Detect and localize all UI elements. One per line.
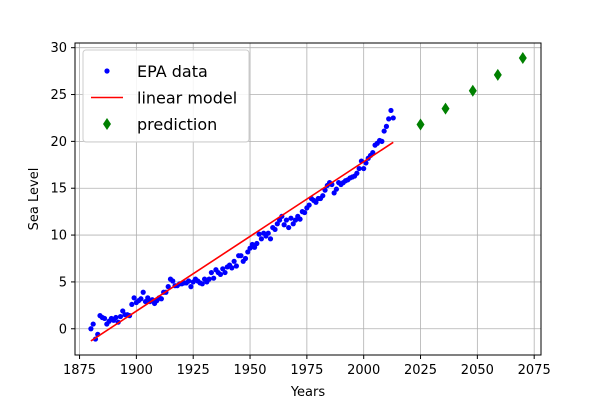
- x-tick-label: 1900: [120, 363, 153, 378]
- epa-data-point: [286, 224, 292, 231]
- x-tick-label: 1950: [233, 363, 266, 378]
- axes-frame: [74, 42, 542, 356]
- x-tick-label: 2000: [347, 363, 380, 378]
- prediction-point: [468, 84, 477, 97]
- y-tick-label: 25: [50, 88, 67, 103]
- epa-data-point: [188, 284, 194, 290]
- epa-data-point: [370, 150, 376, 156]
- epa-data-point: [301, 209, 308, 216]
- epa-data-point: [267, 236, 274, 242]
- x-tick-label: 1975: [290, 363, 323, 378]
- x-tick-label: 1925: [177, 363, 210, 378]
- epa-data-point: [186, 278, 192, 284]
- epa-data-point: [131, 295, 137, 301]
- epa-data-point: [238, 253, 244, 259]
- epa-data-point: [120, 308, 126, 314]
- epa-data-point: [297, 216, 303, 222]
- epa-data-point: [170, 278, 176, 284]
- epa-data-point: [211, 275, 217, 281]
- epa-data-point: [101, 315, 108, 322]
- y-tick-label: 0: [59, 322, 67, 337]
- linear-model-line: [90, 141, 394, 342]
- epa-data-point: [254, 240, 260, 247]
- epa-data-point: [320, 193, 326, 199]
- epa-data-point: [306, 202, 312, 208]
- epa-data-point: [117, 313, 124, 320]
- legend-label: prediction: [137, 115, 217, 134]
- epa-data-point: [281, 222, 287, 228]
- epa-data-point: [220, 266, 226, 272]
- epa-data-point: [361, 165, 367, 172]
- legend-diamond-swatch: [103, 118, 111, 130]
- y-tick-label: 20: [50, 135, 67, 150]
- epa-data-point: [222, 269, 228, 276]
- x-tick-label: 2050: [461, 363, 494, 378]
- epa-data-point: [140, 289, 146, 295]
- epa-data-point: [388, 107, 394, 114]
- epa-data-point: [390, 115, 396, 121]
- prediction-point: [416, 118, 425, 131]
- x-tick-label: 1875: [63, 363, 96, 378]
- legend-label: EPA data: [137, 62, 208, 81]
- epa-data-point: [383, 123, 390, 129]
- epa-data-point: [145, 295, 151, 301]
- epa-data-point: [290, 221, 296, 227]
- epa-data-point: [242, 255, 249, 262]
- x-axis-title: Years: [290, 385, 326, 400]
- y-tick-label: 10: [50, 229, 67, 244]
- epa-data-point: [88, 326, 94, 332]
- epa-data-point: [379, 138, 385, 144]
- x-tick-label: 2025: [404, 363, 437, 378]
- epa-data-point: [158, 296, 164, 302]
- epa-data-point: [231, 258, 237, 264]
- epa-data-point: [258, 236, 264, 242]
- epa-data-point: [256, 231, 262, 237]
- epa-data-point: [333, 186, 340, 192]
- epa-data-point: [165, 284, 171, 290]
- epa-data-point: [283, 217, 290, 223]
- epa-data-point: [288, 215, 294, 221]
- epa-data-point: [251, 244, 258, 250]
- epa-data-point: [199, 281, 205, 287]
- epa-data-point: [90, 321, 96, 327]
- epa-data-point: [217, 271, 224, 278]
- epa-data-point: [386, 116, 392, 122]
- epa-data-point: [229, 265, 235, 271]
- legend-label: linear model: [137, 89, 237, 108]
- legend-box: [82, 49, 250, 143]
- x-tick-label: 2075: [518, 363, 551, 378]
- legend: EPA data linear model prediction: [82, 49, 250, 143]
- epa-data-point: [208, 269, 214, 276]
- epa-data-point: [274, 221, 280, 227]
- prediction-point: [441, 102, 450, 115]
- epa-data-point: [247, 245, 253, 251]
- y-tick-label: 15: [50, 182, 67, 197]
- epa-data-point: [313, 199, 319, 205]
- y-axis-title: Sea Level: [27, 168, 42, 231]
- epa-data-point: [206, 276, 212, 282]
- epa-data-point: [113, 314, 119, 321]
- legend-circle-swatch: [104, 68, 110, 74]
- prediction-point: [518, 51, 527, 64]
- epa-data-point: [272, 226, 278, 233]
- prediction-point: [493, 68, 502, 81]
- y-tick-label: 30: [50, 41, 67, 56]
- epa-data-point: [265, 230, 271, 236]
- epa-data-point: [354, 170, 360, 176]
- epa-data-point: [138, 296, 144, 302]
- y-tick-label: 5: [59, 275, 67, 290]
- epa-data-point: [142, 298, 149, 305]
- epa-data-point: [381, 128, 387, 134]
- epa-data-point: [245, 249, 251, 255]
- epa-data-point: [356, 165, 362, 172]
- epa-data-point: [233, 263, 239, 269]
- epa-data-point: [331, 190, 337, 196]
- epa-data-point: [129, 301, 135, 308]
- epa-data-point: [292, 217, 299, 223]
